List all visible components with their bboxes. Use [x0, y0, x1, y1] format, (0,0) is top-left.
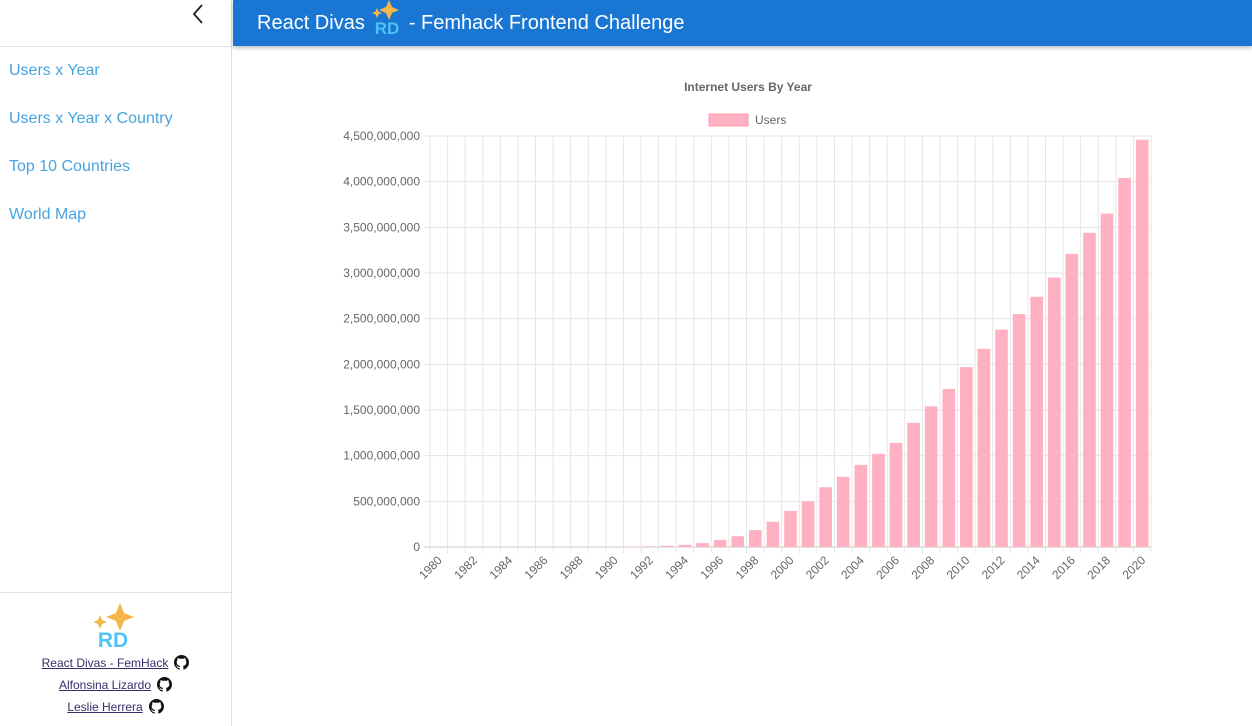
x-tick-label: 2004: [838, 553, 867, 582]
bar-1994[interactable]: [678, 544, 692, 547]
internet-users-bar-chart: Internet Users By Year Users 0 500,000,00…: [343, 80, 1152, 582]
x-tick-label: 2014: [1014, 553, 1043, 582]
y-tick-label: 500,000,000: [353, 494, 420, 508]
bar-1992[interactable]: [643, 546, 657, 547]
chart-grid: [424, 135, 1152, 553]
bar-2010[interactable]: [960, 367, 973, 547]
react-divas-logo: RD: [93, 603, 134, 651]
x-tick-label: 1988: [557, 553, 586, 582]
x-tick-label: 1998: [733, 553, 762, 582]
footer-link-row: React Divas - FemHack: [0, 655, 231, 670]
sidebar-nav: Users x Year Users x Year x Country Top …: [0, 47, 231, 239]
x-tick-label: 1992: [627, 553, 656, 582]
bar-2001[interactable]: [801, 501, 815, 547]
chart-container: Internet Users By Year Users 0 500,000,00…: [233, 46, 1252, 726]
x-tick-label: 1996: [697, 553, 726, 582]
footer-link-react-divas[interactable]: React Divas - FemHack: [41, 655, 169, 670]
bar-2011[interactable]: [977, 348, 991, 547]
bar-1997[interactable]: [731, 536, 745, 547]
x-tick-label: 2010: [944, 553, 973, 582]
legend-swatch: [708, 113, 749, 127]
bar-2015[interactable]: [1047, 277, 1061, 547]
y-tick-label: 2,000,000,000: [343, 357, 420, 371]
collapse-sidebar-button[interactable]: [187, 2, 211, 26]
bar-2014[interactable]: [1030, 296, 1044, 547]
bar-2005[interactable]: [872, 453, 885, 547]
x-tick-label: 1980: [416, 553, 445, 582]
bar-2017[interactable]: [1083, 232, 1096, 547]
bar-2013[interactable]: [1012, 314, 1026, 547]
github-icon[interactable]: [174, 655, 190, 670]
x-tick-label: 2016: [1049, 553, 1078, 582]
bar-2003[interactable]: [836, 476, 850, 547]
y-tick-label: 4,000,000,000: [343, 175, 420, 189]
x-tick-label: 2006: [873, 553, 902, 582]
bar-2000[interactable]: [784, 510, 797, 547]
bar-2016[interactable]: [1065, 253, 1079, 547]
footer-link-leslie[interactable]: Leslie Herrera: [67, 699, 143, 714]
x-tick-label: 1984: [486, 553, 515, 582]
x-tick-label: 2000: [768, 553, 797, 582]
chart-legend[interactable]: Users: [708, 113, 786, 127]
sidebar-item-top-10-countries[interactable]: Top 10 Countries: [9, 158, 130, 175]
bar-1998[interactable]: [748, 530, 762, 547]
sidebar-item-users-x-year-x-country[interactable]: Users x Year x Country: [9, 110, 173, 127]
y-tick-label: 3,500,000,000: [343, 220, 420, 234]
sidebar: Users x Year Users x Year x Country Top …: [0, 0, 232, 726]
footer-logo-text: RD: [98, 629, 128, 651]
github-icon[interactable]: [157, 677, 173, 692]
x-tick-label: 2008: [909, 553, 938, 582]
y-axis-ticks: 0 500,000,000 1,000,000,000 1,500,000,000 2,…: [343, 129, 420, 554]
y-tick-label: 2,500,000,000: [343, 312, 420, 326]
chevron-left-icon: [192, 4, 203, 24]
footer-link-alfonsina[interactable]: Alfonsina Lizardo: [58, 677, 152, 692]
sidebar-item-users-x-year[interactable]: Users x Year: [9, 62, 100, 79]
x-tick-label: 2012: [979, 553, 1008, 582]
x-tick-label: 2002: [803, 553, 832, 582]
y-tick-label: 3,000,000,000: [343, 266, 420, 280]
footer-link-row: Leslie Herrera: [0, 699, 231, 714]
app-title: React Divas: [257, 11, 365, 34]
x-tick-label: 1994: [662, 553, 691, 582]
app-bar: React Divas RD - Femhack Frontend Challe…: [233, 0, 1252, 46]
bar-1999[interactable]: [766, 521, 780, 547]
sidebar-item-world-map[interactable]: World Map: [9, 206, 87, 223]
appbar-logo-text: RD: [375, 19, 400, 38]
sidebar-header: [0, 0, 231, 47]
bar-2004[interactable]: [854, 464, 868, 547]
bar-2008[interactable]: [924, 406, 938, 547]
app-subtitle: - Femhack Frontend Challenge: [408, 11, 685, 34]
x-tick-label: 1982: [451, 553, 480, 582]
bar-2019[interactable]: [1118, 178, 1131, 547]
bar-2009[interactable]: [942, 388, 956, 547]
footer-link-row: Alfonsina Lizardo: [0, 677, 231, 692]
bar-2018[interactable]: [1100, 213, 1114, 547]
x-tick-label: 2020: [1120, 553, 1149, 582]
legend-label: Users: [755, 113, 786, 127]
bar-2020[interactable]: [1135, 139, 1149, 548]
y-tick-label: 0: [413, 540, 420, 554]
react-divas-logo: RD: [371, 0, 400, 38]
bar-2006[interactable]: [889, 442, 903, 547]
sidebar-footer: RD React Divas - FemHack Alfonsina Lizar…: [0, 592, 231, 726]
y-tick-label: 1,500,000,000: [343, 403, 420, 417]
chart-title: Internet Users By Year: [684, 80, 812, 94]
bar-2012[interactable]: [995, 329, 1008, 547]
x-tick-label: 1990: [592, 553, 621, 582]
y-tick-label: 4,500,000,000: [343, 129, 420, 143]
x-tick-label: 1986: [522, 553, 551, 582]
bar-1995[interactable]: [696, 543, 709, 547]
x-tick-label: 2018: [1084, 553, 1113, 582]
y-tick-label: 1,000,000,000: [343, 449, 420, 463]
bar-1993[interactable]: [661, 545, 674, 547]
bar-2002[interactable]: [819, 487, 833, 547]
bar-2007[interactable]: [907, 422, 920, 547]
github-icon[interactable]: [148, 699, 164, 714]
bar-1996[interactable]: [713, 539, 727, 547]
chart-bars: [608, 139, 1149, 548]
x-axis-ticks: 1980 1982 1984 1986 1988 1990 1992 1994 1996 1998…: [416, 553, 1148, 582]
